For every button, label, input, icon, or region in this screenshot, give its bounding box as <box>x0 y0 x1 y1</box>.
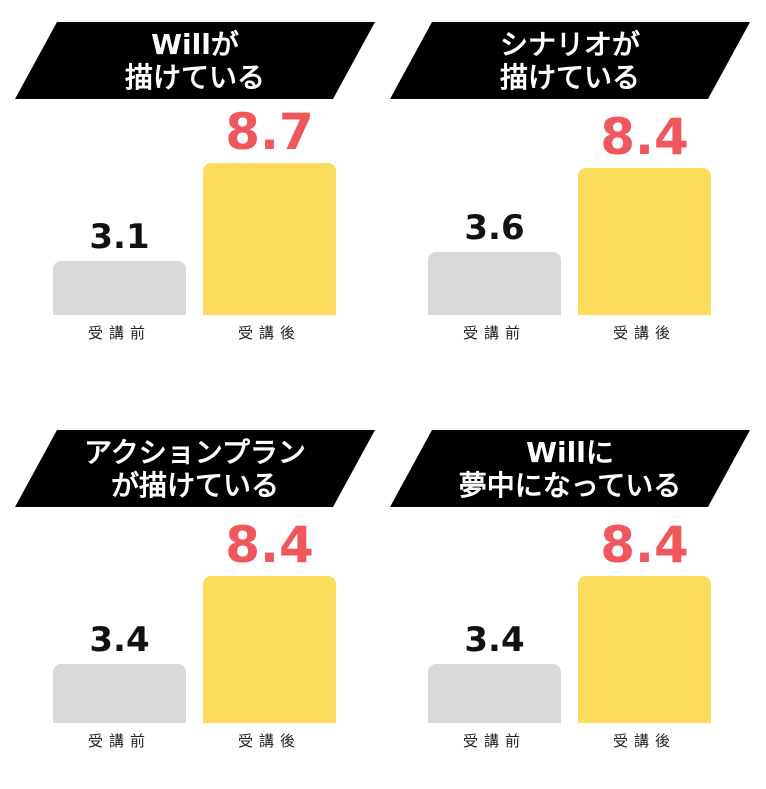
chart-title-line-2: が描けている <box>110 468 279 502</box>
chart-panel-2: アクションプラン が描けている 3.4 8.4 受講前 受講後 <box>0 408 383 789</box>
bar-before <box>428 252 561 315</box>
title-banner-shape <box>390 430 750 507</box>
value-label-before: 3.4 <box>464 619 525 660</box>
chart-panel-3: Willに 夢中になっている 3.4 8.4 受講前 受講後 <box>375 408 758 789</box>
category-label-after: 受講後 <box>612 324 676 342</box>
category-label-before: 受講前 <box>462 732 526 750</box>
title-banner-shape <box>390 22 750 99</box>
bar-after <box>578 576 711 723</box>
title-banner: シナリオが 描けている <box>390 22 750 99</box>
chart-panel-0: Willが 描けている 3.1 8.7 受講前 受講後 <box>0 0 383 381</box>
chart-title-line-2: 描けている <box>124 60 265 94</box>
chart-title-line-1: アクションプラン <box>84 435 306 469</box>
bar-before <box>53 260 186 315</box>
title-banner: Willに 夢中になっている <box>390 430 750 507</box>
value-label-before: 3.6 <box>464 208 525 248</box>
chart-title-line-1: シナリオが <box>499 27 640 61</box>
bar-before <box>53 663 186 723</box>
bar-after <box>203 576 336 723</box>
chart-panel-1: シナリオが 描けている 3.6 8.4 受講前 受講後 <box>375 0 758 381</box>
bar-after <box>203 162 336 315</box>
value-label-after: 8.4 <box>600 516 689 574</box>
chart-title-line-2: 夢中になっている <box>458 468 682 502</box>
category-label-before: 受講前 <box>87 732 151 750</box>
title-banner: Willが 描けている <box>15 22 375 99</box>
category-label-before: 受講前 <box>462 324 526 342</box>
chart-title: アクションプラン が描けている <box>15 430 375 507</box>
category-label-after: 受講後 <box>612 732 676 750</box>
category-label-after: 受講後 <box>237 732 301 750</box>
chart-title: Willに 夢中になっている <box>390 430 750 507</box>
title-banner-shape <box>15 22 375 99</box>
chart-title-line-2: 描けている <box>499 60 640 94</box>
title-banner-shape <box>15 430 375 507</box>
value-label-after: 8.4 <box>600 108 689 166</box>
chart-title: Willが 描けている <box>15 22 375 99</box>
bar-after <box>578 168 711 315</box>
value-label-before: 3.1 <box>89 216 150 257</box>
bar-before <box>428 663 561 723</box>
value-label-after: 8.7 <box>225 102 314 161</box>
value-label-after: 8.4 <box>225 516 314 574</box>
chart-title: シナリオが 描けている <box>390 22 750 99</box>
category-label-before: 受講前 <box>87 324 151 342</box>
chart-title-line-1: Willに <box>526 435 614 469</box>
value-label-before: 3.4 <box>89 619 150 660</box>
chart-title-line-1: Willが <box>151 27 239 61</box>
title-banner: アクションプラン が描けている <box>15 430 375 507</box>
category-label-after: 受講後 <box>237 324 301 342</box>
